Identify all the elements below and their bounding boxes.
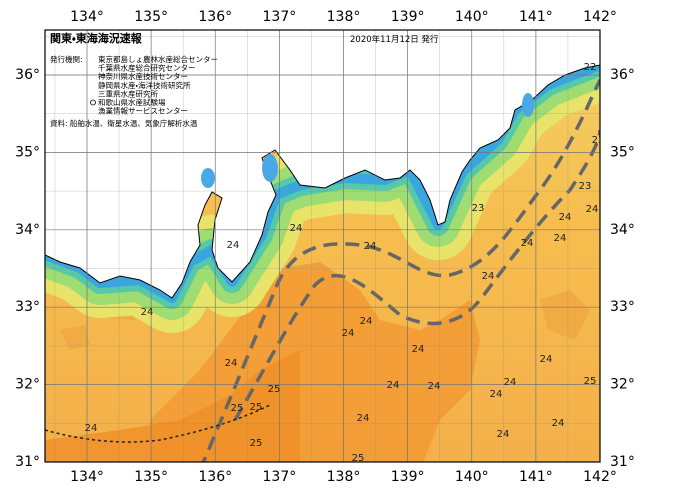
publisher: 三重県水産研究所 (98, 88, 158, 98)
publisher: 漁業情報サービスセンター (98, 106, 188, 116)
contour-label: 24 (497, 429, 510, 440)
bay (262, 154, 278, 182)
lat-label: 36° (610, 67, 635, 83)
contour-label: 25 (352, 453, 365, 464)
contour-label: 24 (342, 328, 355, 339)
publisher: 千葉県水産総合研究センター (98, 63, 196, 73)
lat-label: 34° (15, 222, 40, 238)
contour-label: 24 (357, 413, 370, 424)
contour-label: 24 (540, 354, 553, 365)
contour (45, 404, 271, 443)
contour-label: 24 (428, 381, 441, 392)
lat-label: 32° (15, 377, 40, 393)
contour-labels: 22 23 23 23 24 24 24 24 24 24 24 24 24 24 24 24 24 24 24 24… (85, 62, 605, 464)
lon-label: 138° (327, 469, 361, 485)
contour-label: 24 (586, 204, 599, 215)
contour-label: 25 (584, 376, 597, 387)
lat-label: 33° (610, 299, 635, 315)
contour-label: 24 (482, 271, 495, 282)
contour-label: 25 (231, 403, 244, 414)
lat-label: 31° (15, 454, 40, 470)
lon-label: 136° (198, 9, 232, 25)
contour-label: 24 (364, 241, 377, 252)
contour-label: 24 (225, 358, 238, 369)
lon-label: 140° (455, 469, 489, 485)
lon-label: 139° (391, 9, 425, 25)
bay (522, 93, 534, 117)
lon-label: 134° (70, 469, 104, 485)
lat-label: 32° (610, 377, 635, 393)
warm-water (45, 350, 300, 462)
marker (90, 99, 96, 106)
contour-label: 24 (412, 344, 425, 355)
lon-label: 134° (70, 9, 104, 25)
current-axis (201, 79, 600, 462)
lat-label: 33° (15, 299, 40, 315)
axis-labels: 134° 134° 135° 135° 136° 136° 137° 137° 138° 138°… (15, 9, 635, 485)
land (45, 30, 600, 299)
contour-label: 24 (360, 316, 373, 327)
map-area: 22 23 23 23 24 24 24 24 24 24 24 24 24 24 24 24 24 24 24 24… (45, 30, 605, 464)
publisher-label: 発行機関: (50, 54, 83, 64)
contour-label: 25 (250, 402, 263, 413)
lat-label: 35° (610, 144, 635, 160)
lon-label: 141° (519, 9, 553, 25)
title: 関東・東海海況速報 (50, 31, 143, 45)
lon-label: 140° (455, 9, 489, 25)
contour-label: 24 (227, 240, 240, 251)
contour-label: 24 (85, 423, 98, 434)
contour-label: 23 (579, 181, 592, 192)
contour-label: 23 (472, 203, 485, 214)
publisher: 和歌山県水産試験場 (98, 97, 166, 107)
publisher: 東京都島しょ農林水産総合センター (98, 54, 218, 64)
lon-label: 135° (134, 9, 168, 25)
lon-label: 135° (134, 469, 168, 485)
contour-label: 24 (290, 223, 303, 234)
lat-label: 34° (610, 222, 635, 238)
frame (44, 29, 601, 463)
contour-label: 25 (250, 438, 263, 449)
lon-label: 137° (263, 9, 297, 25)
contour-label: 23 (592, 135, 605, 146)
contour-label: 24 (387, 380, 400, 391)
source: 資料: 船舶水温、衛星水温、気象庁解析水温 (50, 118, 198, 128)
publisher: 神奈川県水産技術センター (98, 71, 188, 81)
contour-label: 22 (584, 62, 597, 73)
lon-label: 138° (327, 9, 361, 25)
lon-label: 142° (583, 469, 617, 485)
contour-label: 24 (521, 238, 534, 249)
contour-label: 24 (141, 307, 154, 318)
lon-label: 137° (263, 469, 297, 485)
grid (45, 30, 600, 462)
contour-label: 24 (504, 377, 517, 388)
lat-label: 35° (15, 144, 40, 160)
lon-label: 142° (583, 9, 617, 25)
lon-label: 141° (519, 469, 553, 485)
contour-label: 24 (554, 233, 567, 244)
bay (201, 168, 215, 188)
lat-label: 31° (610, 454, 635, 470)
publisher: 静岡県水産・海洋技術研究所 (98, 80, 191, 90)
publisher-list: 東京都島しょ農林水産総合センター千葉県水産総合研究センター神奈川県水産技術センタ… (90, 54, 218, 116)
lon-label: 139° (391, 469, 425, 485)
lon-label: 136° (198, 469, 232, 485)
contour-label: 24 (552, 418, 565, 429)
contour-label: 24 (490, 389, 503, 400)
contour-label: 24 (559, 212, 572, 223)
contour-label: 25 (268, 384, 281, 395)
date: 2020年11月12日 発行 (350, 34, 439, 45)
lat-label: 36° (15, 67, 40, 83)
